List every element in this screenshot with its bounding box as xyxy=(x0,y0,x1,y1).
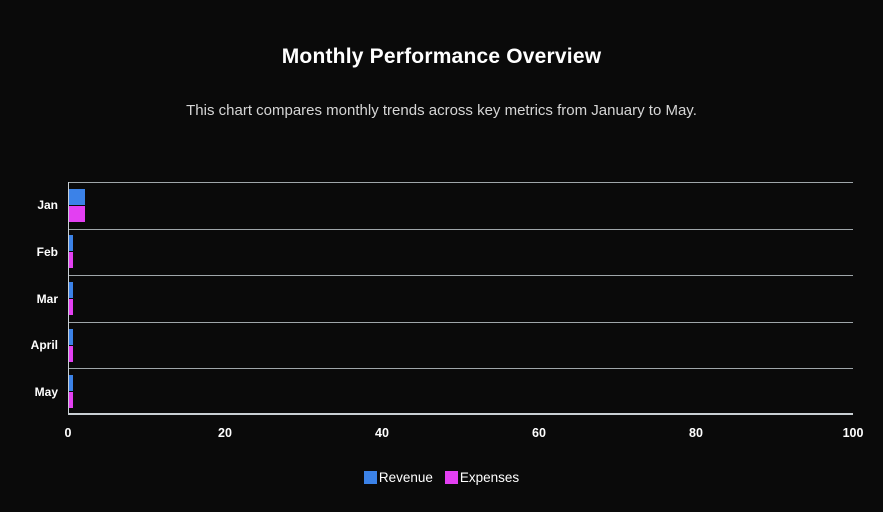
y-tick-label-feb: Feb xyxy=(36,245,58,259)
bar-revenue-may[interactable] xyxy=(69,375,73,391)
bar-revenue-jan[interactable] xyxy=(69,189,85,205)
y-tick-label-april: April xyxy=(30,338,58,352)
bar-expenses-april[interactable] xyxy=(69,346,73,362)
bar-expenses-jan[interactable] xyxy=(69,206,85,222)
y-axis-line xyxy=(68,182,69,415)
chart-title: Monthly Performance Overview xyxy=(281,45,602,68)
x-tick-label-60: 60 xyxy=(532,426,546,440)
gridline xyxy=(68,182,853,183)
legend-swatch-expenses xyxy=(444,471,458,484)
x-tick-label-100: 100 xyxy=(842,426,864,440)
plot-area xyxy=(68,182,853,415)
bar-expenses-mar[interactable] xyxy=(69,299,73,315)
legend-swatch-revenue xyxy=(363,471,377,484)
y-tick-label-jan: Jan xyxy=(37,198,58,212)
legend-label-revenue: Revenue xyxy=(378,470,433,485)
y-tick-label-may: May xyxy=(34,385,58,399)
bar-expenses-feb[interactable] xyxy=(69,252,73,268)
x-tick-label-20: 20 xyxy=(218,426,232,440)
gridline xyxy=(68,368,853,369)
gridline xyxy=(68,322,853,323)
legend-item-revenue[interactable]: Revenue xyxy=(363,470,433,485)
gridline xyxy=(68,229,853,230)
legend-label-expenses: Expenses xyxy=(459,470,520,485)
x-tick-label-40: 40 xyxy=(375,426,389,440)
chart-subtitle: This chart compares monthly trends acros… xyxy=(186,102,697,119)
x-axis-line xyxy=(68,413,853,415)
bar-revenue-feb[interactable] xyxy=(69,235,73,251)
x-tick-label-0: 0 xyxy=(64,426,72,440)
x-tick-label-80: 80 xyxy=(689,426,703,440)
y-tick-label-mar: Mar xyxy=(36,292,58,306)
bar-expenses-may[interactable] xyxy=(69,392,73,408)
bar-revenue-mar[interactable] xyxy=(69,282,73,298)
gridline xyxy=(68,275,853,276)
bar-revenue-april[interactable] xyxy=(69,329,73,345)
legend: Revenue Expenses xyxy=(0,470,883,485)
legend-item-expenses[interactable]: Expenses xyxy=(444,470,520,485)
